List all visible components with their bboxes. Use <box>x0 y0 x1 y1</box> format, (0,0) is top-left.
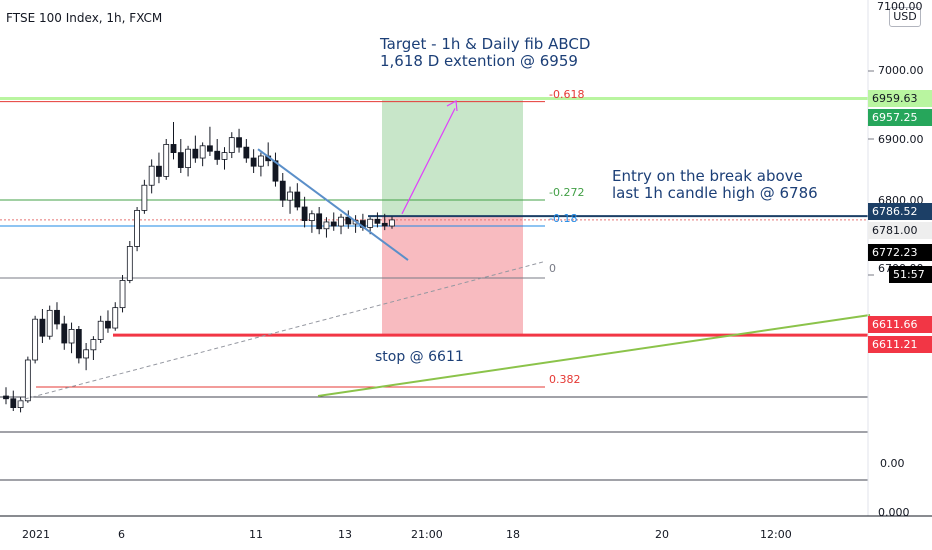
entry-note-line1: Entry on the break above <box>612 167 803 185</box>
candle-body <box>39 318 46 337</box>
candle-body <box>68 328 75 344</box>
fib-label-0382: 0.382 <box>549 373 581 386</box>
candle-body <box>54 309 60 325</box>
time-axis-label: 13 <box>338 528 352 541</box>
target-note: Target - 1h & Daily fib ABCD 1,618 D ext… <box>380 36 590 70</box>
time-axis-label: 11 <box>249 528 263 541</box>
time-axis-label: 6 <box>118 528 125 541</box>
price-tag-stop-alt: 6611.21 <box>868 336 932 353</box>
price-tag-current: 6781.00 <box>868 222 932 239</box>
stop-note: stop @ 6611 <box>375 349 464 365</box>
candle-body <box>170 144 177 154</box>
candle-body <box>367 218 374 228</box>
candle-body <box>221 152 228 160</box>
candle-body <box>134 209 140 247</box>
price-axis-label: 0.000 <box>878 506 910 519</box>
candle-body <box>236 137 242 148</box>
price-tag-entry: 6786.52 <box>868 203 932 220</box>
candle-body <box>338 216 344 227</box>
price-tag-stop: 6611.66 <box>868 316 932 333</box>
currency-badge[interactable]: USD <box>889 7 921 27</box>
candle-body <box>97 320 104 340</box>
candle-body <box>163 144 170 177</box>
candle-body <box>287 191 293 201</box>
time-axis-label: 18 <box>506 528 520 541</box>
profit-zone <box>382 98 523 217</box>
fib-label-0: 0 <box>549 262 556 275</box>
candle-body <box>330 221 337 227</box>
symbol-title[interactable]: FTSE 100 Index, 1h, FXCM <box>6 11 163 25</box>
candle-body <box>272 160 279 182</box>
candle-body <box>308 213 315 222</box>
candle-body <box>207 145 213 152</box>
entry-note-line2: last 1h candle high @ 6786 <box>612 184 818 202</box>
projection-arrowhead <box>446 100 458 112</box>
fib-label-neg-0272: -0.272 <box>549 186 585 199</box>
candle-body <box>185 148 191 168</box>
price-tag-target: 6959.63 <box>868 90 932 107</box>
fib-label-neg-0618: -0.618 <box>549 88 585 101</box>
candle-body <box>156 165 162 177</box>
time-axis-label: 20 <box>655 528 669 541</box>
entry-note: Entry on the break above last 1h candle … <box>612 168 818 202</box>
time-axis-label: 2021 <box>22 528 50 541</box>
price-axis-label: 6900.00 <box>878 133 924 146</box>
candle-body <box>3 395 9 400</box>
candle-body <box>258 155 264 167</box>
candle-body <box>389 219 395 227</box>
candle-body <box>148 165 155 186</box>
target-note-line2: 1,618 D extention @ 6959 <box>380 52 578 70</box>
candle-body <box>214 150 221 160</box>
candle-body <box>381 222 388 227</box>
price-tag-last-close: 6772.23 <box>868 244 932 261</box>
candle-body <box>126 246 133 281</box>
candle-body <box>199 145 206 159</box>
price-tag-target-alt: 6957.25 <box>868 109 932 126</box>
candle-body <box>228 137 235 153</box>
time-axis-label: 12:00 <box>760 528 792 541</box>
candle-body <box>316 213 323 230</box>
candle-body <box>345 216 352 225</box>
candle-body <box>17 400 24 408</box>
candle-body <box>90 339 97 351</box>
candle-body <box>46 309 53 337</box>
fib-label-neg-018: -0.18 <box>549 212 578 225</box>
candle-body <box>105 320 111 329</box>
target-note-line1: Target - 1h & Daily fib ABCD <box>380 35 591 53</box>
time-axis-label: 21:00 <box>411 528 443 541</box>
candle-body <box>24 359 31 402</box>
candle-body <box>250 157 257 167</box>
ascending-line <box>317 314 871 397</box>
candle-body <box>112 307 119 329</box>
price-axis-label: 7000.00 <box>878 64 924 77</box>
candle-body <box>374 218 381 224</box>
candle-body <box>61 323 68 344</box>
loss-zone <box>382 216 523 336</box>
candle-body <box>10 398 17 409</box>
candlestick-series <box>3 122 395 413</box>
price-axis-label: 0.00 <box>880 457 905 470</box>
descending-trendline <box>257 148 409 261</box>
candle-body <box>32 318 39 361</box>
candle-body <box>243 146 250 159</box>
countdown-timer: 51:57 <box>889 266 932 283</box>
candle-body <box>301 206 308 222</box>
candle-body <box>141 184 148 211</box>
candle-body <box>83 349 90 359</box>
price-axis-label: 7100.00 <box>877 0 923 13</box>
candle-body <box>294 191 301 208</box>
candle-body <box>75 328 82 359</box>
candle-body <box>323 221 330 230</box>
projection-arrow <box>401 108 456 215</box>
candle-body <box>177 152 184 168</box>
candle-body <box>119 280 126 309</box>
candle-body <box>192 148 199 159</box>
candle-body <box>279 180 286 201</box>
